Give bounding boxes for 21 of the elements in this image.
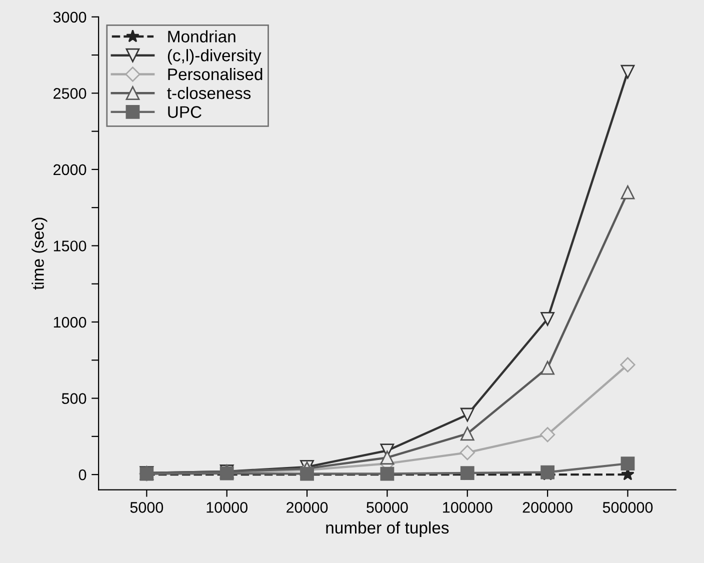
y-axis-title: time (sec) — [32, 218, 48, 290]
x-tick-label: 20000 — [286, 502, 328, 513]
x-tick-label: 100000 — [443, 502, 492, 513]
y-tick-label: 2500 — [54, 88, 86, 99]
x-axis-title: number of tuples — [326, 521, 449, 537]
x-tick-label: 500000 — [602, 502, 653, 513]
y-tick-label: 1500 — [54, 240, 86, 252]
legend-label: UPC — [168, 106, 202, 118]
x-tick-label: 10000 — [206, 502, 248, 513]
y-tick-label: 2000 — [54, 164, 86, 176]
legend-label: Mondrian — [168, 30, 236, 42]
y-tick-label: 500 — [62, 393, 86, 404]
x-tick-label: 50000 — [366, 502, 408, 513]
x-tick-label: 5000 — [130, 502, 164, 513]
y-tick-label: 1000 — [54, 316, 86, 328]
legend-label: (c,l)-diversity — [168, 49, 262, 65]
x-tick-label: 200000 — [522, 502, 572, 513]
y-tick-label: 3000 — [53, 12, 86, 23]
legend-label: t-closeness — [167, 86, 251, 100]
y-tick-label: 0 — [78, 469, 86, 480]
legend-label: Personalised — [168, 68, 262, 80]
